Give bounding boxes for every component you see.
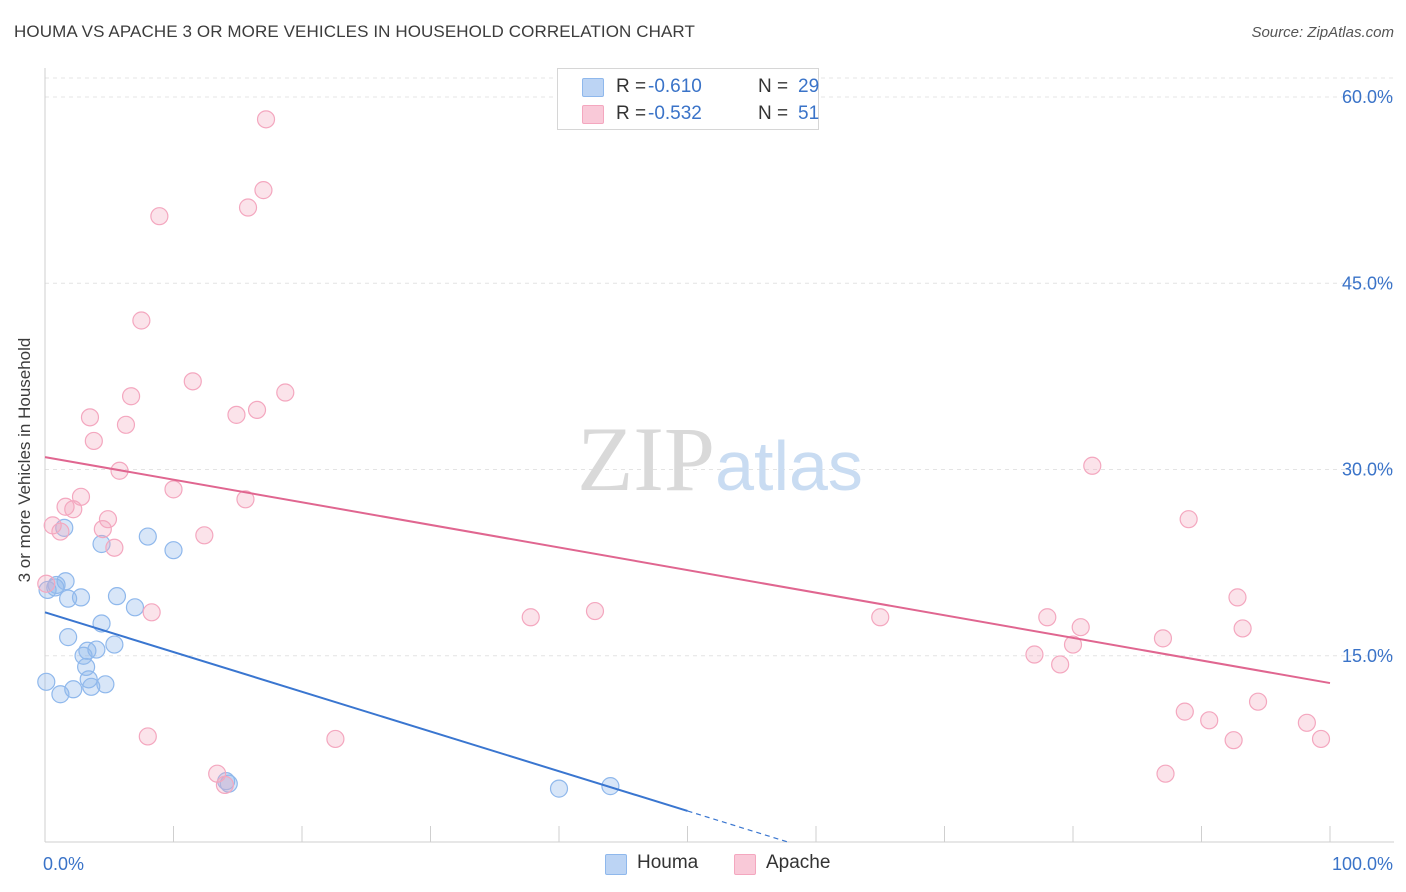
data-points <box>37 110 1331 798</box>
apache-point <box>142 603 161 622</box>
regression-lines <box>44 456 1331 844</box>
apache-point <box>1175 702 1194 721</box>
apache-point <box>132 311 151 330</box>
apache-point <box>1051 655 1070 674</box>
apache-point <box>236 490 255 509</box>
apache-point <box>1297 713 1316 732</box>
apache-point <box>1071 618 1090 637</box>
apache-point <box>1228 588 1247 607</box>
tick-labels: 15.0% 30.0% 45.0% 60.0% 0.0% 100.0% <box>43 87 1393 874</box>
apache-point <box>183 372 202 391</box>
apache-point <box>71 487 91 506</box>
apache-point <box>247 400 267 419</box>
apache-point <box>1156 764 1175 783</box>
apache-point <box>1025 645 1044 664</box>
apache-point <box>1233 619 1252 638</box>
houma-point <box>71 588 91 607</box>
legend-houma-swatch <box>605 854 627 875</box>
apache-point <box>1038 608 1057 627</box>
apache-point <box>1083 456 1102 475</box>
houma-point <box>138 527 157 546</box>
houma-point <box>56 572 75 591</box>
apache-swatch <box>582 105 604 124</box>
apache-point <box>1153 629 1173 648</box>
houma-point <box>59 589 78 608</box>
legend-apache-swatch <box>734 854 756 875</box>
apache-point <box>1224 731 1243 750</box>
houma-point <box>79 670 98 689</box>
apache-point <box>871 608 890 627</box>
source-label: Source: ZipAtlas.com <box>1251 24 1394 41</box>
apache-point <box>276 383 295 402</box>
houma-trend-line-extension <box>687 810 791 844</box>
houma-trend-line <box>44 611 688 812</box>
houma-point <box>37 672 56 691</box>
houma-swatch <box>582 78 604 97</box>
houma-point <box>105 635 124 654</box>
apache-point <box>1179 510 1198 529</box>
apache-point <box>254 181 273 200</box>
apache-point <box>1200 711 1219 730</box>
legend-houma-label: Houma <box>637 852 699 873</box>
apache-n-value: 51 <box>798 103 820 124</box>
apache-point <box>150 207 169 226</box>
apache-point <box>121 387 141 406</box>
apache-point <box>585 601 605 621</box>
y-tick-label: 30.0% <box>1342 460 1393 480</box>
houma-point <box>82 677 101 696</box>
houma-point <box>107 587 127 606</box>
apache-point <box>116 415 136 434</box>
apache-point <box>51 522 70 541</box>
apache-point <box>1248 692 1268 711</box>
apache-point <box>227 405 246 424</box>
legend-apache-label: Apache <box>766 852 831 873</box>
houma-point <box>64 680 83 699</box>
houma-point <box>125 598 145 617</box>
x-tick-label-max: 100.0% <box>1332 854 1393 874</box>
houma-n-value: 29 <box>798 76 820 97</box>
apache-point <box>195 526 214 545</box>
apache-point <box>138 727 157 746</box>
axes <box>44 68 1394 843</box>
apache-point <box>521 608 540 627</box>
apache-point <box>256 110 276 129</box>
x-tick-label-min: 0.0% <box>43 854 84 874</box>
apache-point <box>215 775 234 794</box>
houma-r-value: -0.610 <box>648 76 702 97</box>
apache-point <box>37 574 56 593</box>
apache-point <box>1311 729 1331 749</box>
houma-point <box>59 628 78 647</box>
apache-point <box>98 510 118 529</box>
apache-trend-line <box>44 456 1331 685</box>
apache-point <box>84 431 103 451</box>
apache-point <box>164 480 183 499</box>
apache-point <box>93 519 112 539</box>
watermark: ZIPatlas <box>577 408 863 510</box>
gridlines <box>45 77 1394 657</box>
apache-point <box>238 198 258 217</box>
apache-point <box>80 408 100 427</box>
houma-point <box>549 779 569 798</box>
houma-point <box>87 640 106 659</box>
apache-point <box>1063 635 1083 654</box>
apache-r-value: -0.532 <box>648 103 702 124</box>
y-tick-label: 60.0% <box>1342 87 1393 107</box>
y-axis-label: 3 or more Vehicles in Household <box>15 337 34 583</box>
y-tick-label: 45.0% <box>1342 273 1393 293</box>
apache-point <box>105 538 124 557</box>
houma-point <box>164 541 183 560</box>
chart-title: HOUMA VS APACHE 3 OR MORE VEHICLES IN HO… <box>14 22 695 41</box>
houma-point <box>96 675 115 694</box>
apache-point <box>326 729 345 749</box>
stats-legend: R = -0.610 N = 29 R = -0.532 N = 51 <box>557 68 819 130</box>
y-tick-label: 15.0% <box>1342 646 1393 666</box>
